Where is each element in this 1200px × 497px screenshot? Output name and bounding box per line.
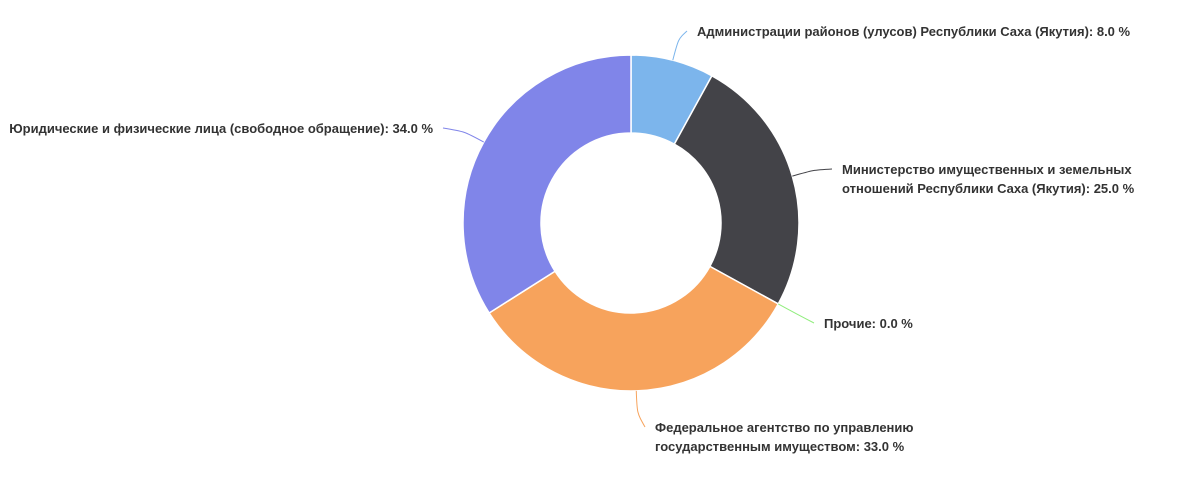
labels-layer: Администрации районов (улусов) Республик… <box>9 24 1134 454</box>
slice-4[interactable] <box>462 54 632 315</box>
data-label-line: Федеральное агентство по управлению <box>655 420 914 435</box>
data-label-line: Министерство имущественных и земельных <box>842 162 1132 177</box>
connector-4 <box>442 127 485 143</box>
connector-3 <box>635 390 646 428</box>
connector-1 <box>792 168 833 177</box>
data-label-line: отношений Республики Саха (Якутия): 25.0… <box>842 181 1135 196</box>
data-label-line: Прочие: 0.0 % <box>824 316 913 331</box>
connector-0 <box>672 30 688 61</box>
slice-3[interactable] <box>488 265 780 392</box>
data-label-0: Администрации районов (улусов) Республик… <box>697 24 1131 39</box>
data-label-1: Министерство имущественных и земельных от… <box>842 162 1135 196</box>
connector-2 <box>777 303 815 324</box>
data-label-line: государственным имуществом: 33.0 % <box>655 439 905 454</box>
slice-1[interactable] <box>673 74 800 305</box>
data-label-3: Федеральное агентство по управлению госуд… <box>655 420 914 454</box>
data-label-line: Юридические и физические лица (свободное… <box>9 121 433 136</box>
connectors-layer <box>442 30 833 428</box>
data-label-2: Прочие: 0.0 % <box>824 316 913 331</box>
slices-layer <box>462 54 800 392</box>
data-label-4: Юридические и физические лица (свободное… <box>9 121 433 136</box>
data-label-line: Администрации районов (улусов) Республик… <box>697 24 1131 39</box>
